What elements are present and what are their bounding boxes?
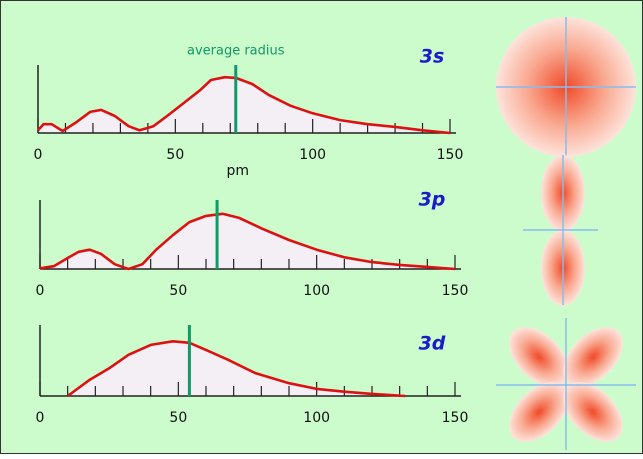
x-tick-label: 100 bbox=[303, 283, 330, 299]
x-tick-label: 150 bbox=[442, 410, 469, 426]
x-tick-label: 100 bbox=[303, 410, 330, 426]
orbital-title: 3p bbox=[419, 189, 446, 211]
annotation: average radius bbox=[187, 44, 285, 59]
x-tick-label: 50 bbox=[166, 147, 184, 163]
orbital-3s bbox=[496, 17, 636, 157]
x-tick-label: 0 bbox=[36, 283, 45, 299]
area bbox=[40, 213, 455, 269]
radial-curve bbox=[66, 340, 406, 398]
x-tick-label: 50 bbox=[169, 283, 187, 299]
orbital-3p bbox=[523, 155, 598, 306]
x-tick-label: 0 bbox=[34, 147, 43, 163]
radial-curve bbox=[37, 75, 451, 135]
x-tick-label: 100 bbox=[299, 147, 326, 163]
x-axis-label: pm bbox=[226, 163, 249, 179]
x-tick-label: 150 bbox=[442, 283, 469, 299]
orbital-title: 3d bbox=[419, 333, 446, 355]
area bbox=[67, 341, 406, 396]
orbital-title: 3s bbox=[420, 46, 445, 68]
x-tick-label: 0 bbox=[36, 410, 45, 426]
x-tick-label: 50 bbox=[169, 410, 187, 426]
orbital-3d bbox=[496, 318, 636, 450]
x-tick-label: 150 bbox=[437, 147, 464, 163]
area bbox=[38, 77, 450, 133]
radial-curve bbox=[39, 212, 456, 271]
